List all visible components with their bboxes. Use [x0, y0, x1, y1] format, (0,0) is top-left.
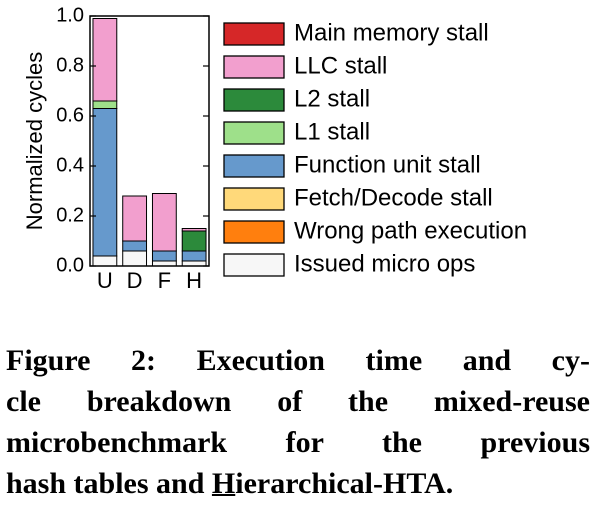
- legend-swatch-function-unit-stall: [223, 154, 285, 178]
- legend-swatch-wrong-path-execution: [223, 220, 285, 244]
- legend-swatch-fetch-decode-stall: [223, 187, 285, 211]
- bar-segment-u-function-unit-stall: [92, 108, 118, 257]
- legend-swatch-l1-stall: [223, 121, 285, 145]
- legend-label-wrong-path-execution: Wrong path execution: [294, 217, 527, 244]
- legend-label-l2-stall: L2 stall: [294, 85, 370, 112]
- bar-segment-d-llc-stall: [122, 195, 148, 242]
- bar-segment-u-issued-micro-ops: [92, 255, 118, 267]
- bar-segment-f-llc-stall: [151, 193, 177, 252]
- x-tick-label-h: H: [186, 268, 202, 293]
- legend-swatch-l2-stall: [223, 88, 285, 112]
- legend-label-issued-micro-ops: Issued micro ops: [294, 250, 475, 277]
- bar-segment-u-llc-stall: [92, 18, 118, 102]
- bar-segment-d-issued-micro-ops: [122, 250, 148, 267]
- caption-line-1: Figure 2: Execution time and cy-: [6, 344, 590, 377]
- legend-label-function-unit-stall: Function unit stall: [294, 151, 481, 178]
- legend-swatch-main-memory-stall: [223, 22, 285, 46]
- plot-frame: [89, 15, 210, 267]
- legend-label-main-memory-stall: Main memory stall: [294, 19, 489, 46]
- y-tick-label: 1.0: [56, 4, 84, 26]
- caption-line-4-end: ierarchical-HTA.: [235, 467, 454, 500]
- caption-line-4-start: hash tables and: [6, 467, 212, 500]
- bar-segment-h-function-unit-stall: [181, 250, 207, 262]
- y-tick-label: 0.0: [56, 254, 84, 276]
- y-axis-label: Normalized cycles: [22, 52, 47, 231]
- y-tick-label: 0.8: [56, 54, 84, 76]
- caption-line-2: cle breakdown of the mixed-reuse: [6, 385, 590, 418]
- bar-segment-f-function-unit-stall: [151, 250, 177, 262]
- legend-swatch-llc-stall: [223, 55, 285, 79]
- bar-segment-h-l2-stall: [181, 230, 207, 252]
- caption-highlight-letter: H: [211, 467, 236, 500]
- bar-segment-d-function-unit-stall: [122, 240, 148, 252]
- legend: Main memory stall LLC stall L2 stall L1 sta…: [223, 19, 527, 277]
- figure-caption: Figure 2: Execution time and cy- cle bre…: [6, 340, 590, 504]
- bar-segment-h-llc-stall: [181, 228, 207, 232]
- bars-layer: [92, 18, 207, 267]
- legend-label-l1-stall: L1 stall: [294, 118, 370, 145]
- y-axis: 0.0 0.2 0.4 0.6 0.8 1.0: [56, 4, 209, 276]
- bar-segment-u-l1-stall: [92, 100, 118, 109]
- caption-line-3: microbenchmark for the previous: [6, 426, 590, 459]
- x-tick-label-f: F: [158, 268, 171, 293]
- y-tick-label: 0.2: [56, 204, 84, 226]
- y-tick-label: 0.6: [56, 104, 84, 126]
- caption-line-4: hash tables and Hierarchical-HTA.: [6, 463, 590, 504]
- x-tick-label-u: U: [97, 268, 113, 293]
- x-tick-label-d: D: [127, 268, 143, 293]
- legend-label-llc-stall: LLC stall: [294, 52, 387, 79]
- y-tick-label: 0.4: [56, 154, 84, 176]
- legend-swatch-issued-micro-ops: [223, 253, 285, 277]
- legend-label-fetch-decode-stall: Fetch/Decode stall: [294, 184, 493, 211]
